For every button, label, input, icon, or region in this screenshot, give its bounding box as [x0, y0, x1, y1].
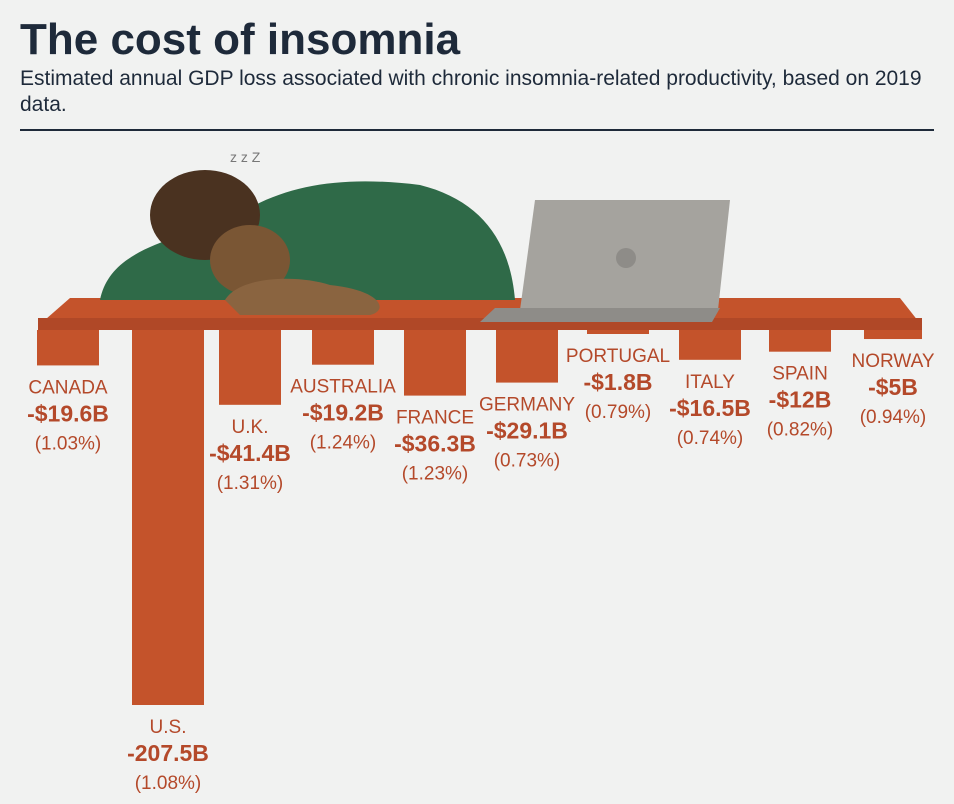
share-label: (1.08%): [135, 773, 202, 794]
share-label: (1.23%): [402, 464, 469, 485]
share-label: (1.03%): [35, 433, 102, 454]
subtitle-box: Estimated annual GDP loss associated wit…: [20, 67, 922, 116]
value-label: -$19.6B: [27, 400, 109, 426]
chart-subtitle: Estimated annual GDP loss associated wit…: [20, 67, 922, 116]
share-label: (0.74%): [677, 428, 744, 449]
sleeper-face: [210, 225, 290, 295]
share-label: (0.73%): [494, 451, 561, 472]
value-label: -$29.1B: [486, 418, 568, 444]
zzz-icon: z z Z: [230, 149, 261, 165]
category-label: SPAIN: [772, 364, 828, 385]
bar: [219, 330, 281, 405]
category-label: GERMANY: [479, 395, 575, 416]
bar: [312, 330, 374, 365]
category-label: PORTUGAL: [566, 346, 670, 367]
bar: [679, 330, 741, 360]
value-label: -$1.8B: [583, 369, 652, 395]
value-label: -$41.4B: [209, 440, 291, 466]
value-label: -207.5B: [127, 740, 209, 766]
illustration: z z Z: [38, 149, 922, 330]
value-label: -$12B: [769, 387, 832, 413]
share-label: (0.79%): [585, 402, 652, 423]
bar: [496, 330, 558, 383]
bar: [864, 330, 922, 340]
table-edge: [38, 318, 922, 330]
bar: [132, 330, 204, 705]
category-label: U.S.: [150, 717, 187, 738]
category-label: FRANCE: [396, 408, 474, 429]
sleeper-hands: [225, 278, 380, 315]
laptop-base: [480, 308, 720, 322]
bar: [769, 330, 831, 352]
bar: [404, 330, 466, 396]
category-label: NORWAY: [851, 351, 934, 372]
category-label: CANADA: [28, 377, 108, 398]
value-label: -$19.2B: [302, 400, 384, 426]
share-label: (0.94%): [860, 407, 927, 428]
share-label: (0.82%): [767, 420, 834, 441]
chart-title: The cost of insomnia: [20, 15, 461, 64]
laptop-logo: [616, 248, 636, 268]
bar: [37, 330, 99, 366]
bar: [587, 330, 649, 334]
share-label: (1.31%): [217, 473, 284, 494]
category-label: ITALY: [685, 372, 735, 393]
sleeper-body: [100, 181, 515, 300]
category-label: AUSTRALIA: [290, 377, 396, 398]
value-label: -$16.5B: [669, 395, 751, 421]
share-label: (1.24%): [310, 433, 377, 454]
category-label: U.K.: [232, 417, 269, 438]
value-label: -$5B: [868, 374, 918, 400]
value-label: -$36.3B: [394, 431, 476, 457]
